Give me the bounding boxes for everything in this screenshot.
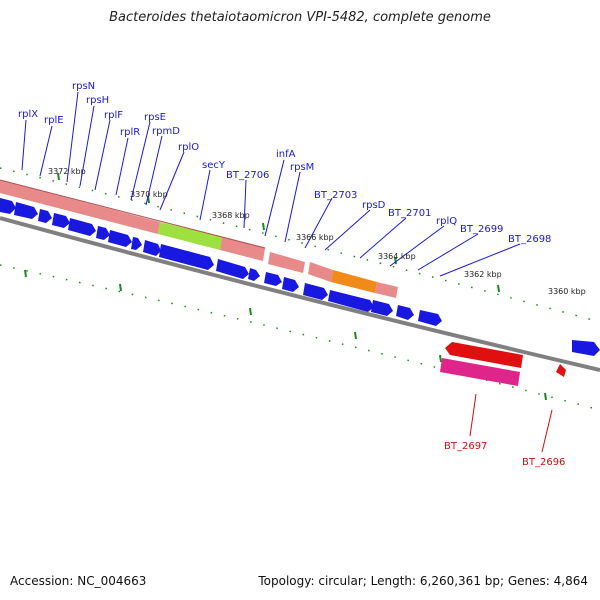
tick-label: 3364 kbp <box>378 252 416 261</box>
forward-band <box>0 179 398 298</box>
forward-gene-labels: rplX rplE rpsN rpsH rplF rplR rpsE rpmD … <box>18 81 551 245</box>
genome-summary-text: Topology: circular; Length: 6,260,361 bp… <box>258 574 588 588</box>
gene-label-rpsE: rpsE <box>144 112 166 123</box>
gene-label-rpsD: rpsD <box>362 200 386 211</box>
tick-label: 3360 kbp <box>548 287 586 296</box>
gene-label-infA: infA <box>276 149 296 160</box>
gene-label-bt2698: BT_2698 <box>508 234 551 245</box>
gene-label-bt2697: BT_2697 <box>444 441 487 452</box>
gene-label-bt2699: BT_2699 <box>460 224 503 235</box>
tick-label: 3362 kbp <box>464 270 502 279</box>
gene-label-rpsM: rpsM <box>290 162 314 173</box>
reverse-gene-labels: BT_2697 BT_2696 <box>444 441 565 468</box>
tick-label: 3366 kbp <box>296 233 334 242</box>
gene-label-rplR: rplR <box>120 127 140 138</box>
reverse-genes <box>440 342 566 386</box>
reverse-label-connectors <box>469 393 553 453</box>
gene-label-rpsH: rpsH <box>86 95 109 106</box>
tick-labels: 3372 kbp 3370 kbp 3368 kbp 3366 kbp 3364… <box>48 167 586 296</box>
gene-label-secY: secY <box>202 160 226 171</box>
gene-label-rplQ: rplQ <box>436 216 457 227</box>
accession-text: Accession: NC_004663 <box>10 574 147 588</box>
gene-label-bt2696: BT_2696 <box>522 457 565 468</box>
gene-label-bt2703: BT_2703 <box>314 190 357 201</box>
gene-label-rplO: rplO <box>178 142 199 153</box>
gene-label-rpsN: rpsN <box>72 81 95 92</box>
map-title: Bacteroides thetaiotaomicron VPI-5482, c… <box>109 10 491 25</box>
tick-label: 3372 kbp <box>48 167 86 176</box>
gene-label-rplE: rplE <box>44 115 64 126</box>
label-connectors <box>21 91 521 277</box>
major-ticks <box>24 172 547 401</box>
forward-genes <box>0 198 600 356</box>
tick-label: 3368 kbp <box>212 211 250 220</box>
gene-label-bt2706: BT_2706 <box>226 170 269 181</box>
gene-label-rplF: rplF <box>104 110 123 121</box>
tick-label: 3370 kbp <box>130 190 168 199</box>
gene-label-rpmD: rpmD <box>152 126 180 137</box>
gene-label-bt2701: BT_2701 <box>388 208 431 219</box>
genome-backbone <box>0 216 600 372</box>
gene-label-rplX: rplX <box>18 109 38 120</box>
